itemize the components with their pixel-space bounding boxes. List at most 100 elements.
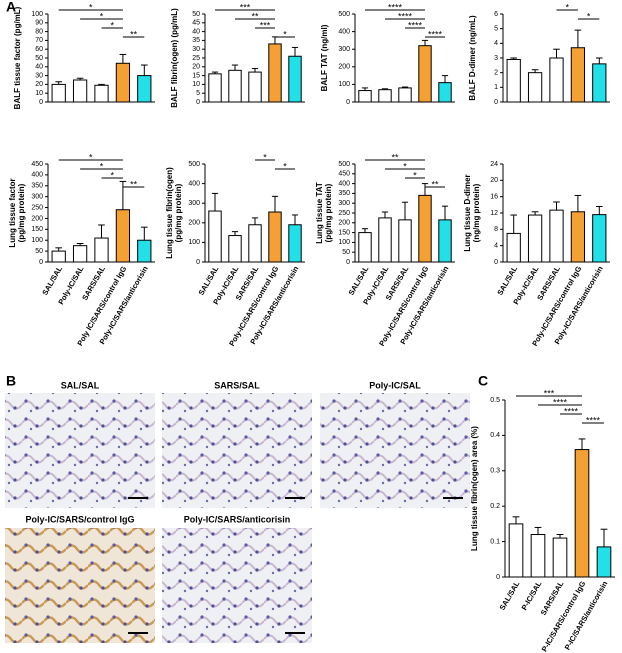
image-label: Poly-IC/SAL	[369, 380, 421, 390]
y-tick-label: 0	[39, 99, 43, 106]
significance-label: ****	[408, 20, 423, 30]
bar	[508, 523, 524, 578]
significance-label: **	[251, 11, 259, 21]
y-tick-label: 10	[192, 81, 200, 88]
y-tick-label: 150	[338, 229, 350, 236]
y-axis-label: Lung tissue D-dimer	[463, 174, 472, 251]
y-tick-label: 400	[188, 180, 200, 187]
y-tick-label: 50	[35, 248, 43, 255]
bar	[208, 73, 222, 103]
y-tick-label: 0	[346, 99, 350, 106]
y-tick-label: 250	[338, 210, 350, 217]
y-axis-label: BALF TAT (ng/ml)	[320, 24, 329, 91]
bar	[72, 79, 88, 103]
bar	[592, 63, 607, 103]
y-tick-label: 150	[31, 226, 43, 233]
y-tick-label: 4	[494, 243, 498, 250]
significance-label: *	[100, 161, 104, 171]
significance-label: *	[283, 29, 287, 39]
bar	[438, 219, 452, 263]
y-tick-label: 0	[39, 259, 43, 266]
y-tick-label: 400	[338, 180, 350, 187]
significance-label: ***	[260, 20, 271, 30]
bar	[72, 245, 88, 263]
y-axis-label: Lung tissue TAT	[315, 182, 324, 244]
significance-label: *	[89, 2, 93, 12]
bar	[418, 45, 432, 103]
bar	[268, 211, 282, 263]
y-tick-label: 80	[35, 28, 43, 35]
y-axis-label: (pg/mg protein)	[17, 183, 26, 242]
y-tick-label: 500	[338, 161, 350, 168]
bar	[527, 72, 543, 103]
y-tick-label: 15	[192, 72, 200, 79]
image-label: SARS/SAL	[214, 380, 260, 390]
bar	[115, 62, 131, 103]
bar	[596, 546, 612, 578]
image-label: Poly-IC/SARS/anticorisin	[184, 514, 291, 524]
bar	[288, 55, 302, 103]
bar	[248, 71, 262, 103]
significance-label: *	[100, 11, 104, 21]
bar	[506, 232, 521, 263]
bar	[358, 232, 372, 263]
y-tick-label: 400	[31, 172, 43, 179]
significance-label: *	[263, 152, 267, 162]
y-tick-label: 200	[338, 64, 350, 71]
significance-label: ****	[428, 29, 443, 39]
y-tick-label: 0.1	[490, 538, 500, 545]
significance-label: ****	[388, 2, 403, 12]
bar	[208, 210, 222, 263]
y-tick-label: 30	[35, 72, 43, 79]
y-tick-label: 50	[35, 55, 43, 62]
significance-label: **	[391, 152, 399, 162]
histology-image	[320, 393, 470, 508]
y-tick-label: 500	[188, 161, 200, 168]
y-tick-label: 0	[196, 99, 200, 106]
y-tick-label: 100	[188, 239, 200, 246]
panel-label: B	[6, 373, 16, 389]
bar	[115, 209, 131, 263]
bar	[418, 194, 432, 263]
significance-label: *	[413, 170, 417, 180]
y-tick-label: 0	[494, 259, 498, 266]
y-tick-label: 0.5	[490, 397, 500, 404]
significance-label: *	[283, 161, 287, 171]
y-axis-label: Lung tissue fibrin(ogen)	[165, 167, 174, 259]
bar	[530, 534, 546, 578]
bar	[51, 250, 66, 263]
significance-label: ***	[544, 388, 555, 398]
y-tick-label: 60	[35, 46, 43, 53]
significance-label: ****	[553, 397, 568, 407]
y-tick-label: 8	[494, 226, 498, 233]
panel-label: A	[6, 0, 16, 15]
y-tick-label: 25	[192, 55, 200, 62]
y-tick-label: 0	[346, 259, 350, 266]
bar	[137, 75, 152, 103]
bar	[552, 537, 568, 578]
y-tick-label: 2	[494, 70, 498, 77]
y-tick-label: 40	[35, 64, 43, 71]
y-tick-label: 45	[192, 20, 200, 27]
bar	[94, 237, 109, 263]
y-tick-label: 100	[338, 81, 350, 88]
bar	[288, 224, 302, 263]
y-tick-label: 70	[35, 37, 43, 44]
y-tick-label: 250	[31, 204, 43, 211]
y-tick-label: 3	[494, 55, 498, 62]
bar	[358, 90, 372, 103]
significance-label: **	[130, 29, 138, 39]
histology-image	[5, 393, 155, 508]
y-axis-label: BALF fibrin(ogen) (pg/mL)	[170, 8, 179, 108]
bar	[228, 235, 242, 263]
y-axis-label: BALF tissue factor (pg/mL)	[13, 6, 22, 109]
y-tick-label: 500	[338, 11, 350, 18]
y-tick-label: 300	[31, 194, 43, 201]
y-tick-label: 0.3	[490, 468, 500, 475]
bar	[398, 219, 412, 263]
y-tick-label: 20	[192, 64, 200, 71]
y-tick-label: 0	[196, 259, 200, 266]
bar	[570, 211, 586, 263]
y-tick-label: 450	[338, 171, 350, 178]
